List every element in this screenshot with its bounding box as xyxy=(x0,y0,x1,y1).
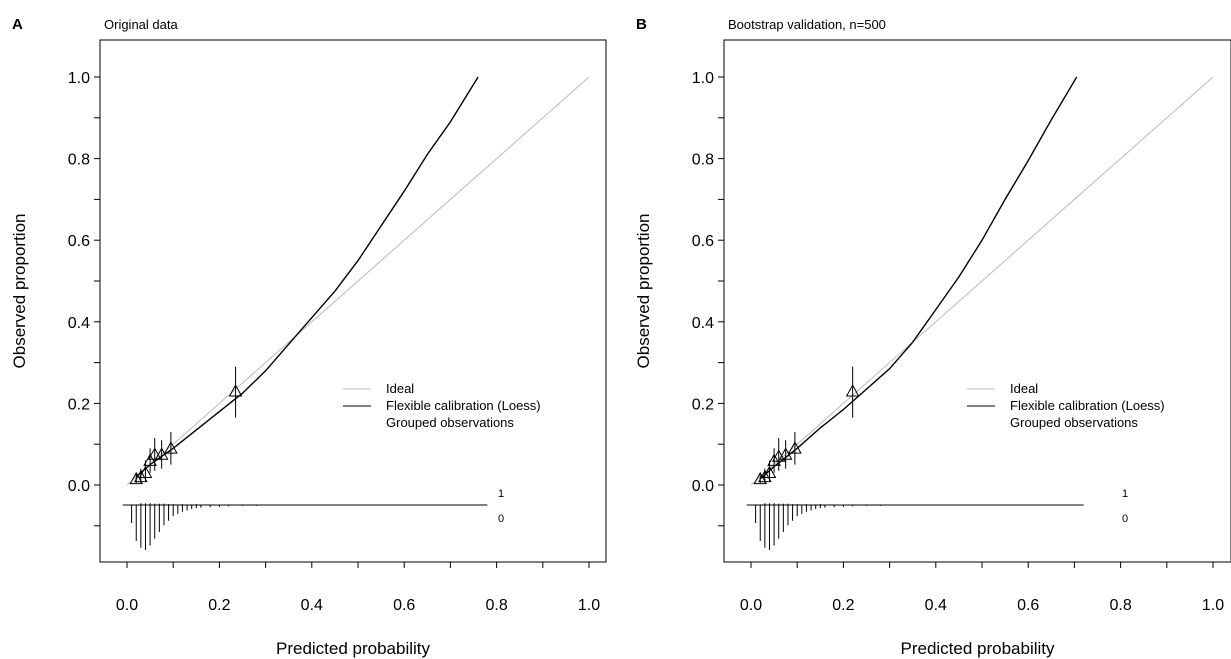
chart-title: Bootstrap validation, n=500 xyxy=(728,17,886,32)
grouped-observation-point xyxy=(143,453,157,466)
x-tick-label: 0.6 xyxy=(393,597,415,614)
calibration-curve xyxy=(135,76,479,478)
chart-panel-b: B Bootstrap validation, n=500 0.0 0.2 0.4 0.6… xyxy=(634,16,1231,658)
grouped-observation-point xyxy=(138,465,153,479)
legend-entry: Grouped observations xyxy=(386,415,514,430)
grouped-observation-point xyxy=(147,447,162,460)
x-tick-label: 0.2 xyxy=(832,597,854,614)
grouped-observation-point xyxy=(134,469,148,483)
x-tick-label: 0.6 xyxy=(1017,597,1039,614)
ideal-line xyxy=(750,76,1214,486)
grouped-observation-point xyxy=(762,465,777,479)
y-axis-label: Observed proportion xyxy=(10,214,29,369)
x-tick-label: 0.8 xyxy=(485,597,507,614)
spike-label-event: 1 xyxy=(1122,488,1128,500)
y-tick-label: 0.4 xyxy=(68,315,90,332)
grouped-observation-point xyxy=(154,447,169,460)
legend-entry: Flexible calibration (Loess) xyxy=(1010,398,1165,413)
legend-entry: Ideal xyxy=(386,381,414,396)
y-tick-label: 0.4 xyxy=(692,315,714,332)
legend-entry: Flexible calibration (Loess) xyxy=(386,398,541,413)
x-tick-label: 0.2 xyxy=(208,597,230,614)
y-tick-label: 1.0 xyxy=(692,70,714,87)
legend-entry: Ideal xyxy=(1010,381,1038,396)
grouped-observation-point xyxy=(778,447,793,460)
x-tick-label: 1.0 xyxy=(1202,597,1224,614)
y-tick-label: 0.2 xyxy=(68,396,90,413)
panel-letter: B xyxy=(636,16,647,33)
legend-entry: Grouped observations xyxy=(1010,415,1138,430)
x-tick-label: 0.8 xyxy=(1109,597,1131,614)
panel-letter: A xyxy=(12,16,23,33)
calibration-curve xyxy=(759,76,1078,480)
grouped-observation-point xyxy=(228,384,243,397)
spike-label-event: 1 xyxy=(498,488,504,500)
x-tick-label: 0.4 xyxy=(301,597,323,614)
y-tick-label: 0.8 xyxy=(68,152,90,169)
x-tick-label: 1.0 xyxy=(578,597,600,614)
spike-label-nonevent: 0 xyxy=(1122,513,1128,525)
grouped-observation-point xyxy=(129,471,144,485)
grouped-observation-point xyxy=(845,384,860,397)
spike-label-nonevent: 0 xyxy=(498,513,504,525)
ideal-line xyxy=(126,76,590,486)
y-tick-label: 0.2 xyxy=(692,396,714,413)
y-tick-label: 0.6 xyxy=(68,233,90,250)
grouped-observation-point xyxy=(753,471,768,485)
y-tick-label: 0.8 xyxy=(692,152,714,169)
y-tick-label: 0.6 xyxy=(692,233,714,250)
y-tick-label: 0.0 xyxy=(692,478,714,495)
chart-title: Original data xyxy=(104,17,178,32)
plot-frame xyxy=(723,39,1231,563)
chart-panel-a: A Original data 0.0 0.2 0.4 0.6 0.8 1.0 0.0 0.2 0.… xyxy=(10,16,607,658)
x-tick-label: 0.0 xyxy=(116,597,138,614)
y-tick-label: 1.0 xyxy=(68,70,90,87)
y-tick-label: 0.0 xyxy=(68,478,90,495)
grouped-observation-point xyxy=(164,441,178,454)
grouped-observation-point xyxy=(767,453,781,466)
x-tick-label: 0.0 xyxy=(740,597,762,614)
y-axis-label: Observed proportion xyxy=(634,214,653,369)
x-axis-label: Predicted probability xyxy=(276,639,431,658)
grouped-observation-point xyxy=(758,469,772,483)
x-tick-label: 0.4 xyxy=(925,597,947,614)
plot-frame xyxy=(99,39,607,563)
grouped-observation-point xyxy=(788,441,802,454)
x-axis-label: Predicted probability xyxy=(900,639,1055,658)
